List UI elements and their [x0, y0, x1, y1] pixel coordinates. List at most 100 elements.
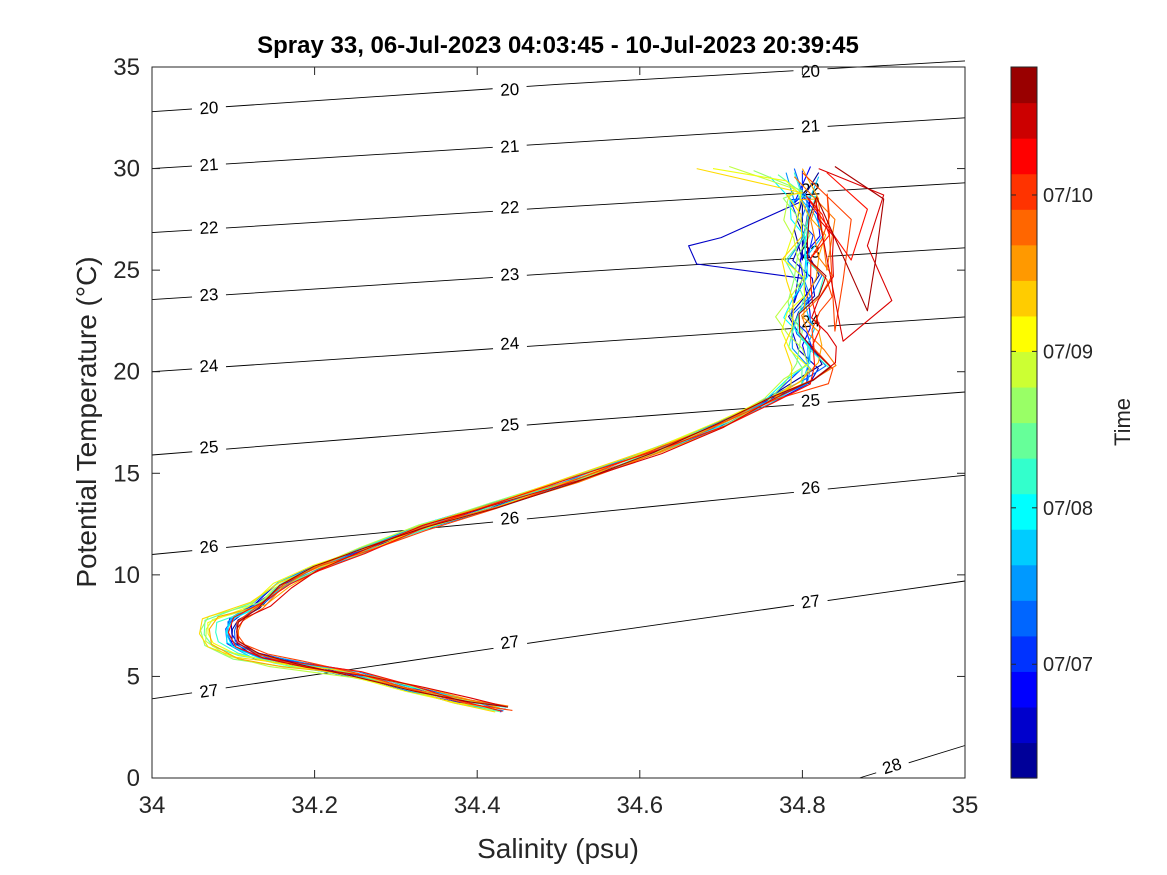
density-contour-line	[151, 391, 966, 456]
contour-label-bg	[191, 215, 227, 238]
contour-label-bg	[792, 387, 829, 411]
density-contour-line	[151, 580, 966, 700]
colorbar-band	[1011, 422, 1037, 459]
contour-label: 26	[499, 508, 520, 529]
x-axis-ticks: 34 34.2 34.4 34.6 34.8 35	[139, 67, 979, 819]
contour-label-bg	[491, 628, 528, 654]
contour-label: 20	[500, 80, 520, 100]
contour-label: 25	[500, 415, 520, 435]
colorbar-band	[1011, 600, 1037, 637]
x-tick-label: 34.6	[616, 792, 663, 819]
colorbar-band	[1011, 102, 1037, 139]
colorbar-band	[1011, 706, 1037, 744]
contour-label: 20	[199, 98, 219, 118]
density-contour-line	[151, 316, 966, 373]
contour-label: 27	[800, 591, 821, 613]
density-contour-line	[151, 117, 966, 170]
contour-label: 24	[500, 334, 520, 354]
density-contour-line	[151, 182, 966, 234]
contour-label: 26	[199, 537, 220, 558]
y-tick-label: 30	[113, 156, 140, 183]
contour-label: 28	[880, 754, 904, 778]
contour-label: 23	[500, 265, 520, 285]
colorbar-band	[1011, 564, 1037, 601]
contour-label: 25	[199, 437, 219, 457]
contour-label-bg	[792, 113, 829, 136]
contour-label-bg	[492, 134, 528, 157]
colorbar-tick-label: 07/08	[1043, 498, 1093, 520]
contour-label: 24	[199, 356, 219, 376]
colorbar-band	[1011, 529, 1037, 566]
chart-title: Spray 33, 06-Jul-2023 04:03:45 - 10-Jul-…	[257, 32, 859, 59]
y-tick-label: 25	[113, 257, 140, 284]
colorbar-bands	[1011, 67, 1037, 779]
contour-label-bg	[492, 331, 528, 354]
contour-label: 27	[198, 680, 219, 702]
y-tick-label: 0	[127, 765, 140, 792]
contour-label-bg	[792, 587, 829, 613]
contour-label-bg	[492, 262, 528, 285]
y-axis-ticks: 0 5 10 15 20 25 30 35	[113, 54, 965, 792]
y-tick-label: 20	[113, 359, 140, 386]
contour-label-bg	[191, 95, 227, 118]
colorbar-tick-label: 07/09	[1043, 341, 1093, 363]
contour-label-bg	[191, 434, 227, 458]
contour-label: 27	[499, 632, 520, 654]
contour-label-bg	[492, 77, 528, 100]
y-axis-label: Potential Temperature (°C)	[71, 256, 102, 587]
colorbar-band	[1011, 315, 1037, 352]
colorbar: 07/07 07/08 07/09 07/10 Time	[1010, 66, 1135, 779]
x-tick-label: 34	[139, 792, 166, 819]
contour-label-bg	[492, 195, 528, 218]
axes-frame	[151, 66, 966, 779]
contour-label: 21	[199, 155, 219, 175]
contour-label: 22	[500, 198, 520, 218]
contour-label: 26	[800, 478, 821, 499]
profile-line	[236, 168, 893, 708]
colorbar-band	[1011, 280, 1037, 317]
profile-line	[236, 166, 885, 708]
y-tick-label: 15	[113, 460, 140, 487]
contour-label-bg	[191, 353, 227, 376]
plot-area: 2020202121212222222323232424242525252626…	[113, 54, 978, 819]
contour-label: 21	[801, 116, 821, 136]
colorbar-tick-label: 07/10	[1043, 185, 1093, 207]
colorbar-band	[1011, 493, 1037, 530]
contour-label: 23	[199, 285, 219, 305]
colorbar-frame	[1010, 66, 1038, 779]
contour-label-bg	[792, 474, 829, 499]
contour-label-bg	[191, 152, 227, 175]
x-tick-label: 34.4	[454, 792, 501, 819]
colorbar-band	[1011, 138, 1037, 175]
contour-label-bg	[491, 505, 528, 529]
colorbar-band	[1011, 209, 1037, 246]
contour-label-bg	[190, 677, 228, 702]
colorbar-label: Time	[1110, 398, 1135, 446]
colorbar-band	[1011, 671, 1037, 708]
y-tick-label: 5	[127, 663, 140, 690]
y-tick-label: 35	[113, 54, 140, 81]
contour-label-bg	[792, 59, 829, 82]
colorbar-band	[1011, 67, 1037, 104]
colorbar-band	[1011, 458, 1037, 495]
x-tick-label: 34.2	[291, 792, 338, 819]
x-tick-label: 35	[952, 792, 979, 819]
x-axis-label: Salinity (psu)	[477, 833, 639, 864]
contour-label: 20	[801, 61, 821, 81]
density-contour-line	[151, 474, 966, 555]
colorbar-band	[1011, 244, 1037, 281]
contour-label: 21	[500, 137, 520, 157]
colorbar-tick-label: 07/07	[1043, 654, 1093, 676]
density-contour-line	[151, 60, 966, 113]
contour-label-bg	[191, 282, 227, 305]
colorbar-band	[1011, 635, 1037, 672]
contour-label-bg	[491, 412, 528, 435]
x-tick-label: 34.8	[779, 792, 826, 819]
y-tick-label: 10	[113, 562, 140, 589]
contour-label-bg	[190, 533, 227, 558]
profile-lines	[198, 165, 893, 713]
contour-label: 22	[199, 218, 219, 238]
colorbar-band	[1011, 351, 1037, 388]
contour-label-bg	[872, 750, 911, 780]
